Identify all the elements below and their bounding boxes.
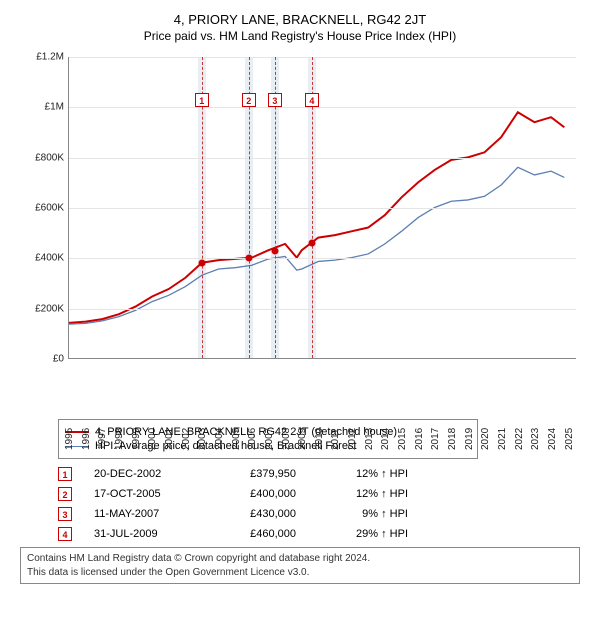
gridline (69, 107, 576, 108)
x-axis-label: 2006 (247, 428, 258, 450)
x-axis-label: 2004 (214, 428, 225, 450)
x-axis-label: 1995 (64, 428, 75, 450)
sales-table: 1 20-DEC-2002 £379,950 12% ↑ HPI 2 17-OCT-200… (58, 467, 590, 541)
x-axis-label: 2009 (297, 428, 308, 450)
sale-vs-hpi: 12% ↑ HPI (318, 488, 408, 500)
y-axis-label: £0 (20, 354, 64, 365)
sale-price: £379,950 (216, 468, 296, 480)
footer-line-1: Contains HM Land Registry data © Crown c… (27, 552, 573, 566)
sale-date: 11-MAY-2007 (94, 508, 194, 520)
x-axis-label: 2014 (380, 428, 391, 450)
sale-marker-box: 4 (305, 93, 319, 107)
y-axis-label: £600K (20, 203, 64, 214)
x-axis-label: 1997 (97, 428, 108, 450)
x-axis-label: 2015 (397, 428, 408, 450)
sale-price: £460,000 (216, 528, 296, 540)
x-axis-label: 2011 (330, 428, 341, 450)
x-axis-label: 1999 (131, 428, 142, 450)
sales-table-row: 4 31-JUL-2009 £460,000 29% ↑ HPI (58, 527, 590, 541)
x-axis-label: 2001 (164, 428, 175, 450)
sales-table-row: 2 17-OCT-2005 £400,000 12% ↑ HPI (58, 487, 590, 501)
sale-vs-hpi: 9% ↑ HPI (318, 508, 408, 520)
x-axis-label: 2010 (314, 428, 325, 450)
x-axis-label: 2016 (414, 428, 425, 450)
sale-index-box: 2 (58, 487, 72, 501)
price-chart: 1234 £0£200K£400K£600K£800K£1M£1.2M19951… (20, 51, 580, 411)
gridline (69, 57, 576, 58)
attribution-footer: Contains HM Land Registry data © Crown c… (20, 547, 580, 584)
sale-point (308, 240, 315, 247)
x-axis-label: 2008 (281, 428, 292, 450)
x-axis-label: 2022 (514, 428, 525, 450)
gridline (69, 258, 576, 259)
x-axis-label: 2025 (564, 428, 575, 450)
sale-index-box: 3 (58, 507, 72, 521)
sales-table-row: 1 20-DEC-2002 £379,950 12% ↑ HPI (58, 467, 590, 481)
x-axis-label: 2005 (231, 428, 242, 450)
page-title: 4, PRIORY LANE, BRACKNELL, RG42 2JT (10, 12, 590, 27)
x-axis-label: 2002 (181, 428, 192, 450)
page-subtitle: Price paid vs. HM Land Registry's House … (10, 29, 590, 43)
sale-price: £430,000 (216, 508, 296, 520)
sale-price: £400,000 (216, 488, 296, 500)
x-axis-label: 2018 (447, 428, 458, 450)
x-axis-label: 2021 (497, 428, 508, 450)
x-axis-label: 2007 (264, 428, 275, 450)
sale-marker-box: 2 (242, 93, 256, 107)
x-axis-label: 2023 (530, 428, 541, 450)
sale-point (245, 255, 252, 262)
sale-date: 31-JUL-2009 (94, 528, 194, 540)
x-axis-label: 2000 (147, 428, 158, 450)
gridline (69, 158, 576, 159)
gridline (69, 208, 576, 209)
sale-date: 17-OCT-2005 (94, 488, 194, 500)
x-axis-label: 2017 (430, 428, 441, 450)
footer-line-2: This data is licensed under the Open Gov… (27, 566, 573, 580)
sale-index-box: 1 (58, 467, 72, 481)
x-axis-label: 2003 (197, 428, 208, 450)
y-axis-label: £800K (20, 152, 64, 163)
x-axis-label: 1996 (81, 428, 92, 450)
sale-date: 20-DEC-2002 (94, 468, 194, 480)
plot-area: 1 23 4 (68, 57, 576, 359)
sale-marker-box: 1 (195, 93, 209, 107)
x-axis-label: 2024 (547, 428, 558, 450)
x-axis-label: 1998 (114, 428, 125, 450)
gridline (69, 309, 576, 310)
y-axis-label: £1.2M (20, 52, 64, 63)
x-axis-label: 2019 (464, 428, 475, 450)
sale-point (271, 247, 278, 254)
y-axis-label: £400K (20, 253, 64, 264)
y-axis-label: £200K (20, 303, 64, 314)
sales-table-row: 3 11-MAY-2007 £430,000 9% ↑ HPI (58, 507, 590, 521)
x-axis-label: 2013 (364, 428, 375, 450)
x-axis-label: 2020 (480, 428, 491, 450)
sale-vs-hpi: 29% ↑ HPI (318, 528, 408, 540)
x-axis-label: 2012 (347, 428, 358, 450)
sale-vs-hpi: 12% ↑ HPI (318, 468, 408, 480)
series-line (69, 167, 564, 324)
sale-marker-box: 3 (268, 93, 282, 107)
sale-index-box: 4 (58, 527, 72, 541)
y-axis-label: £1M (20, 102, 64, 113)
sale-point (198, 260, 205, 267)
series-line (69, 112, 564, 323)
